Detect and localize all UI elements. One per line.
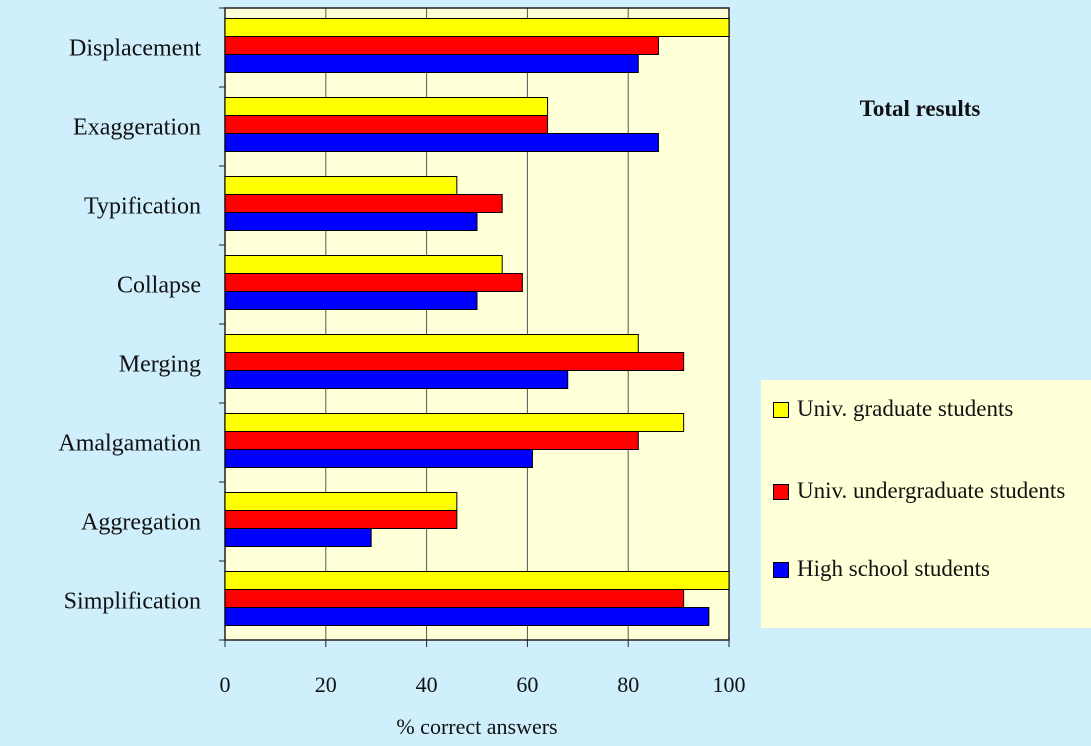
legend-label-undergraduate: Univ. undergraduate students (797, 478, 1066, 503)
bar-1-amalgamation (224, 413, 685, 432)
x-tick-label-3: 60 (516, 672, 538, 697)
x-axis-title: % correct answers (396, 714, 557, 739)
bar-1-displacement (224, 18, 730, 37)
bar-2-aggregation (224, 510, 458, 529)
category-label-simplification: Simplification (64, 589, 201, 615)
bar-3-aggregation (224, 528, 372, 547)
legend-label-high-school: High school students (797, 556, 990, 581)
bar-3-amalgamation (224, 449, 533, 468)
bar-3-merging (224, 370, 569, 389)
bar-3-displacement (224, 54, 639, 73)
bar-1-merging (224, 334, 639, 353)
bar-2-collapse (224, 273, 523, 292)
legend: Univ. graduate students Univ. undergradu… (761, 380, 1091, 628)
x-tick-label-2: 40 (416, 672, 438, 697)
bar-2-merging (224, 352, 685, 371)
bar-3-simplification (224, 607, 710, 626)
bar-1-typification (224, 176, 458, 195)
category-label-collapse: Collapse (117, 273, 201, 299)
category-label-aggregation: Aggregation (81, 510, 201, 536)
legend-item-undergraduate: Univ. undergraduate students (773, 476, 1087, 506)
bar-1-collapse (224, 255, 503, 274)
category-label-typification: Typification (84, 194, 201, 220)
bar-3-collapse (224, 291, 478, 310)
legend-swatch-graduate (773, 402, 789, 418)
legend-item-graduate: Univ. graduate students (773, 394, 1087, 424)
category-label-merging: Merging (119, 352, 201, 378)
x-tick-label-5: 100 (713, 672, 746, 697)
bar-2-simplification (224, 589, 685, 608)
legend-item-high-school: High school students (773, 554, 1087, 584)
bar-1-simplification (224, 571, 730, 590)
bar-1-exaggeration (224, 97, 549, 116)
chart-title: Total results (859, 96, 981, 121)
legend-label-graduate: Univ. graduate students (797, 396, 1014, 421)
bar-2-amalgamation (224, 431, 639, 450)
category-label-exaggeration: Exaggeration (73, 115, 201, 141)
x-tick-label-0: 0 (220, 672, 231, 697)
category-label-displacement: Displacement (69, 36, 201, 62)
category-label-amalgamation: Amalgamation (58, 431, 201, 457)
bar-2-displacement (224, 36, 659, 55)
bar-3-exaggeration (224, 133, 659, 152)
bar-2-typification (224, 194, 503, 213)
bar-3-typification (224, 212, 478, 231)
legend-swatch-high-school (773, 562, 789, 578)
x-tick-label-4: 80 (617, 672, 639, 697)
bar-1-aggregation (224, 492, 458, 511)
bar-2-exaggeration (224, 115, 549, 134)
legend-swatch-undergraduate (773, 484, 789, 500)
x-tick-label-1: 20 (315, 672, 337, 697)
